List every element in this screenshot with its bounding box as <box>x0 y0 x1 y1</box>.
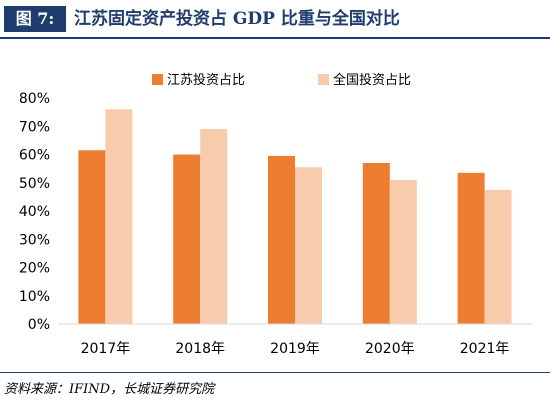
y-tick-label: 80% <box>19 91 50 107</box>
bar-jiangsu-2 <box>173 154 201 324</box>
bar-national-1 <box>105 109 133 324</box>
bar-national-4 <box>389 179 417 324</box>
figure-label: 图 7: <box>4 6 66 32</box>
x-tick-label: 2018年 <box>175 341 225 357</box>
legend-swatch-1 <box>152 74 163 85</box>
legend-swatch-2 <box>318 74 329 85</box>
y-axis: 0% 10% 20% 30% 40% 50% 60% 70% 80% <box>19 91 50 333</box>
figure-header: 图 7: 江苏固定资产投资占 GDP 比重与全国对比 <box>0 0 550 44</box>
y-tick-label: 10% <box>19 289 50 305</box>
y-tick-label: 0% <box>28 317 50 333</box>
bar-jiangsu-4 <box>362 162 390 324</box>
y-tick-label: 50% <box>19 176 50 192</box>
bar-jiangsu-1 <box>78 150 106 324</box>
y-tick-label: 60% <box>19 148 50 164</box>
y-tick-label: 20% <box>19 261 50 277</box>
figure-title: 江苏固定资产投资占 GDP 比重与全国对比 <box>74 9 400 29</box>
legend-label-2: 全国投资占比 <box>333 72 411 88</box>
bar-jiangsu-3 <box>268 155 295 324</box>
bar-chart: 江苏投资占比 全国投资占比 0%10%20%30%40%50%60%70%80% … <box>19 72 532 357</box>
x-tick-label: 2021年 <box>460 341 510 357</box>
y-tick-label: 40% <box>19 204 50 220</box>
bar-national-3 <box>295 167 322 324</box>
source-divider <box>0 372 550 373</box>
source-note: 资料来源：IFIND，长城证券研究院 <box>4 382 215 397</box>
title-divider <box>0 37 550 39</box>
bars-group <box>78 109 512 324</box>
y-tick-label: 30% <box>19 232 50 248</box>
x-tick-label: 2020年 <box>365 341 415 357</box>
bar-jiangsu-5 <box>457 172 485 324</box>
chart-legend: 江苏投资占比 全国投资占比 <box>152 72 411 88</box>
x-tick-label: 2019年 <box>270 341 320 357</box>
x-axis: 2017年 2018年 2019年 2020年 2021年 <box>58 323 532 357</box>
x-tick-label: 2017年 <box>81 341 131 357</box>
legend-label-1: 江苏投资占比 <box>167 72 245 88</box>
y-tick-label: 70% <box>19 119 50 135</box>
bar-national-5 <box>484 189 512 324</box>
bar-national-2 <box>200 129 228 324</box>
